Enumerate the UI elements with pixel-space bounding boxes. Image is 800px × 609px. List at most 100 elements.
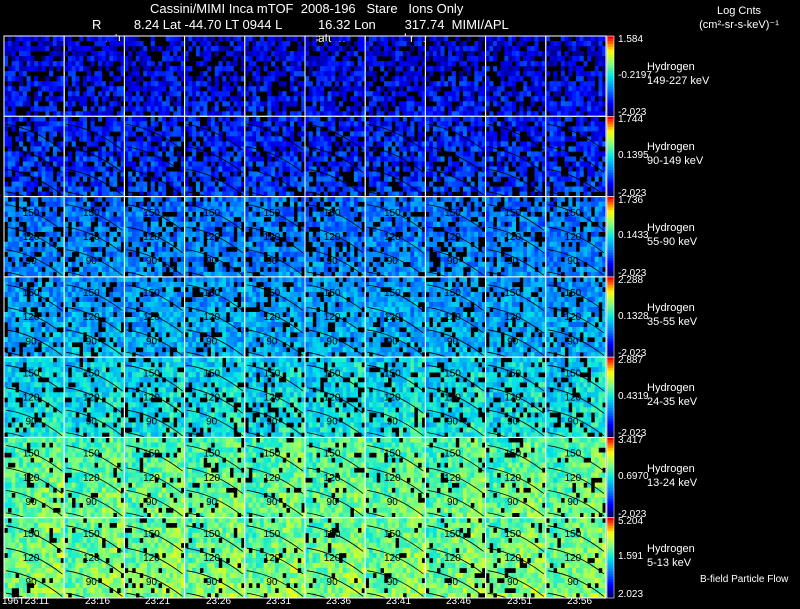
heatmap-cell — [248, 151, 253, 157]
heatmap-cell — [289, 126, 295, 132]
heatmap-cell — [135, 261, 140, 268]
heatmap-cell — [60, 221, 65, 227]
heatmap-cell — [49, 241, 54, 248]
heatmap-cell — [90, 126, 95, 132]
heatmap-cell — [26, 81, 31, 87]
heatmap-cell — [350, 51, 355, 57]
heatmap-cell — [49, 221, 54, 227]
pitch-angle-contour — [186, 226, 244, 254]
heatmap-cell — [252, 266, 257, 273]
heatmap-cell — [478, 56, 483, 62]
heatmap-cell — [64, 256, 69, 263]
colorbar-swatch — [607, 185, 614, 190]
heatmap-cell — [67, 136, 73, 142]
heatmap-cell — [267, 41, 272, 47]
heatmap-cell — [105, 196, 110, 202]
heatmap-cell — [52, 116, 57, 122]
heatmap-cell — [244, 241, 249, 248]
heatmap-cell — [327, 196, 332, 202]
heatmap-cell — [305, 251, 310, 258]
heatmap-cell — [75, 46, 80, 52]
heatmap-cell — [177, 106, 182, 112]
heatmap-cell — [34, 46, 39, 52]
heatmap-cell — [169, 161, 174, 167]
colorbar-swatch — [607, 161, 614, 165]
heatmap-cell — [538, 191, 543, 197]
heatmap-cell — [199, 206, 204, 212]
heatmap-cell — [214, 231, 219, 238]
heatmap-cell — [594, 146, 599, 152]
heatmap-cell — [248, 136, 253, 142]
heatmap-cell — [71, 161, 76, 167]
pitch-angle-contour — [367, 146, 424, 173]
heatmap-cell — [34, 141, 39, 147]
heatmap-cell — [210, 206, 215, 212]
heatmap-cell — [128, 76, 133, 82]
heatmap-cell — [210, 171, 215, 177]
heatmap-cell — [459, 56, 464, 62]
heatmap-cell — [135, 166, 140, 172]
heatmap-cell — [30, 106, 35, 112]
heatmap-cell — [109, 51, 114, 57]
heatmap-cell — [22, 36, 27, 42]
heatmap-cell — [214, 46, 219, 52]
contour-label: 150 — [203, 208, 220, 219]
heatmap-cell — [64, 156, 69, 162]
heatmap-cell — [560, 136, 565, 142]
heatmap-cell — [523, 171, 528, 177]
heatmap-cell — [22, 156, 27, 162]
heatmap-cell — [542, 156, 547, 162]
heatmap-cell — [244, 196, 249, 202]
heatmap-cell — [406, 101, 411, 107]
heatmap-cell — [391, 91, 396, 97]
heatmap-cell — [353, 131, 358, 137]
heatmap-cell — [67, 116, 73, 122]
heatmap-cell — [357, 101, 362, 107]
heatmap-cell — [184, 271, 189, 278]
heatmap-cell — [120, 256, 125, 263]
heatmap-cell — [177, 236, 182, 243]
heatmap-cell — [4, 121, 9, 127]
heatmap-cell — [553, 151, 558, 157]
heatmap-cell — [496, 71, 501, 77]
colorbar-swatch — [607, 124, 614, 128]
heatmap-cell — [320, 236, 325, 243]
heatmap-cell — [282, 56, 287, 62]
heatmap-cell — [587, 171, 592, 177]
heatmap-cell — [52, 151, 57, 157]
heatmap-cell — [274, 76, 279, 82]
heatmap-cell — [598, 131, 603, 137]
heatmap-cell — [530, 116, 535, 122]
heatmap-cell — [154, 151, 159, 157]
heatmap-cell — [135, 206, 140, 212]
heatmap-cell — [530, 161, 535, 167]
heatmap-cell — [248, 246, 253, 253]
heatmap-cell — [4, 261, 9, 268]
heatmap-cell — [327, 96, 332, 102]
heatmap-cell — [207, 131, 212, 137]
heatmap-cell — [335, 206, 340, 212]
heatmap-cell — [207, 56, 212, 62]
heatmap-cell — [346, 231, 351, 238]
heatmap-cell — [109, 36, 114, 42]
heatmap-cell — [79, 251, 84, 258]
heatmap-cell — [590, 86, 596, 92]
heatmap-cell — [203, 151, 208, 157]
heatmap-cell — [52, 146, 57, 152]
heatmap-cell — [560, 66, 565, 72]
heatmap-cell — [173, 116, 178, 122]
heatmap-cell — [579, 36, 584, 42]
heatmap-cell — [177, 46, 182, 52]
heatmap-cell — [173, 121, 178, 127]
heatmap-cell — [207, 231, 212, 238]
heatmap-cell — [353, 121, 358, 127]
heatmap-cell — [417, 56, 422, 62]
heatmap-cell — [417, 111, 422, 117]
heatmap-cell — [350, 76, 355, 82]
heatmap-cell — [463, 111, 468, 117]
heatmap-cell — [49, 61, 54, 67]
heatmap-cell — [568, 91, 573, 97]
heatmap-cell — [511, 161, 516, 167]
heatmap-cell — [143, 121, 148, 127]
heatmap-cell — [534, 116, 539, 122]
